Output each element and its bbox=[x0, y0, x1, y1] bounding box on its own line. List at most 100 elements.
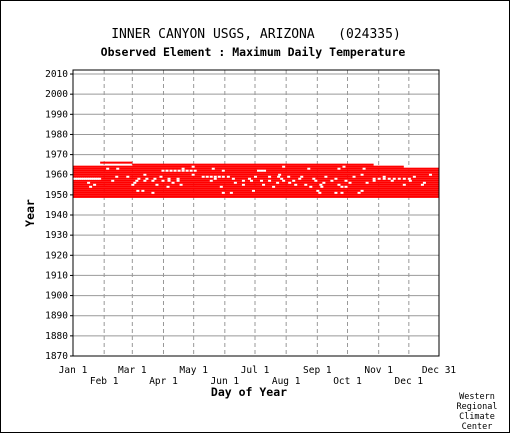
missing-day-mark bbox=[280, 177, 284, 180]
missing-day-mark bbox=[88, 177, 92, 180]
missing-day-mark bbox=[181, 169, 185, 172]
missing-day-mark bbox=[231, 177, 235, 180]
missing-day-mark bbox=[251, 189, 255, 192]
missing-day-mark bbox=[161, 179, 165, 182]
observed-year-bar bbox=[73, 165, 404, 168]
y-tick-label: 1970 bbox=[45, 150, 68, 161]
observed-year-bar bbox=[73, 173, 439, 176]
missing-day-mark bbox=[282, 165, 286, 168]
x-tick-label: Feb 1 bbox=[90, 376, 119, 387]
chart-title: INNER CANYON USGS, ARIZONA (024335) bbox=[111, 27, 401, 42]
missing-day-mark bbox=[320, 185, 324, 188]
missing-day-mark bbox=[241, 183, 245, 186]
y-tick-label: 1990 bbox=[45, 109, 68, 120]
missing-day-mark bbox=[268, 179, 272, 182]
missing-day-mark bbox=[221, 169, 225, 172]
y-tick-label: 1930 bbox=[45, 230, 68, 241]
missing-day-mark bbox=[330, 179, 334, 182]
y-tick-label: 1910 bbox=[45, 270, 68, 281]
missing-day-mark bbox=[153, 177, 157, 180]
missing-day-mark bbox=[131, 183, 135, 186]
observed-year-bar bbox=[73, 177, 439, 180]
missing-day-mark bbox=[277, 175, 281, 178]
missing-day-mark bbox=[166, 185, 170, 188]
missing-day-mark bbox=[115, 175, 119, 178]
missing-day-mark bbox=[145, 177, 149, 180]
missing-day-mark bbox=[382, 175, 386, 178]
missing-day-mark bbox=[337, 183, 341, 186]
missing-day-mark bbox=[377, 177, 381, 180]
missing-day-mark bbox=[135, 179, 139, 182]
missing-day-mark bbox=[390, 179, 394, 182]
x-axis-label: Day of Year bbox=[211, 385, 287, 399]
missing-day-mark bbox=[382, 177, 386, 180]
missing-day-mark bbox=[98, 177, 102, 180]
missing-day-mark bbox=[191, 173, 195, 176]
x-tick-label: Aug 1 bbox=[272, 376, 301, 387]
missing-day-mark bbox=[116, 167, 120, 170]
y-tick-label: 1890 bbox=[45, 311, 68, 322]
missing-day-mark bbox=[233, 181, 237, 184]
x-tick-label: Apr 1 bbox=[149, 376, 178, 387]
missing-day-mark bbox=[94, 177, 98, 180]
missing-day-mark bbox=[260, 179, 264, 182]
y-tick-label: 1870 bbox=[45, 351, 68, 362]
missing-day-mark bbox=[319, 183, 323, 186]
missing-day-mark bbox=[205, 175, 209, 178]
missing-day-mark bbox=[372, 179, 376, 182]
missing-day-mark bbox=[96, 177, 100, 180]
missing-day-mark bbox=[165, 169, 169, 172]
missing-day-mark bbox=[171, 181, 175, 184]
credit-line-2: Regional bbox=[457, 402, 498, 412]
missing-day-mark bbox=[314, 179, 318, 182]
missing-day-mark bbox=[155, 183, 159, 186]
credit-line-1: Western bbox=[459, 392, 495, 402]
missing-day-mark bbox=[362, 167, 366, 170]
missing-day-mark bbox=[78, 177, 82, 180]
missing-day-mark bbox=[253, 175, 257, 178]
missing-day-mark bbox=[324, 175, 328, 178]
missing-day-mark bbox=[312, 177, 316, 180]
missing-day-mark bbox=[213, 175, 217, 178]
observed-year-bar bbox=[73, 183, 439, 186]
missing-day-mark bbox=[365, 181, 369, 184]
missing-day-mark bbox=[111, 179, 115, 182]
observed-year-bar bbox=[73, 179, 439, 182]
missing-day-mark bbox=[340, 191, 344, 194]
missing-day-mark bbox=[209, 175, 213, 178]
missing-day-mark bbox=[407, 177, 411, 180]
missing-day-mark bbox=[173, 169, 177, 172]
missing-day-mark bbox=[298, 177, 302, 180]
x-tick-labels: Jan 1 Mar 1 May 1 Jul 1 Sep 1 Nov 1 Dec 31 Feb … bbox=[59, 365, 457, 387]
missing-day-mark bbox=[318, 191, 322, 194]
missing-day-mark bbox=[292, 179, 296, 182]
missing-day-mark bbox=[268, 175, 272, 178]
missing-day-mark bbox=[241, 179, 245, 182]
observed-year-bar bbox=[132, 163, 374, 166]
missing-day-mark bbox=[402, 183, 406, 186]
missing-day-mark bbox=[93, 183, 97, 186]
missing-day-mark bbox=[260, 169, 264, 172]
y-tick-label: 1920 bbox=[45, 250, 68, 261]
missing-day-mark bbox=[219, 185, 223, 188]
missing-day-mark bbox=[177, 169, 181, 172]
missing-day-mark bbox=[136, 189, 140, 192]
observed-year-bar bbox=[73, 193, 439, 196]
missing-day-mark bbox=[276, 181, 280, 184]
missing-day-mark bbox=[80, 177, 84, 180]
observed-year-bar bbox=[73, 181, 439, 184]
missing-day-mark bbox=[151, 191, 155, 194]
missing-day-mark bbox=[151, 179, 155, 182]
missing-day-mark bbox=[87, 181, 91, 184]
missing-day-mark bbox=[309, 185, 313, 188]
x-tick-label: Nov 1 bbox=[364, 365, 393, 376]
credit-line-4: Center bbox=[462, 422, 493, 432]
missing-day-mark bbox=[352, 175, 356, 178]
observed-data bbox=[72, 161, 439, 198]
y-tick-label: 1900 bbox=[45, 291, 68, 302]
grid-lines bbox=[73, 70, 439, 357]
missing-day-mark bbox=[169, 169, 173, 172]
x-tick-label: Jul 1 bbox=[241, 365, 270, 376]
